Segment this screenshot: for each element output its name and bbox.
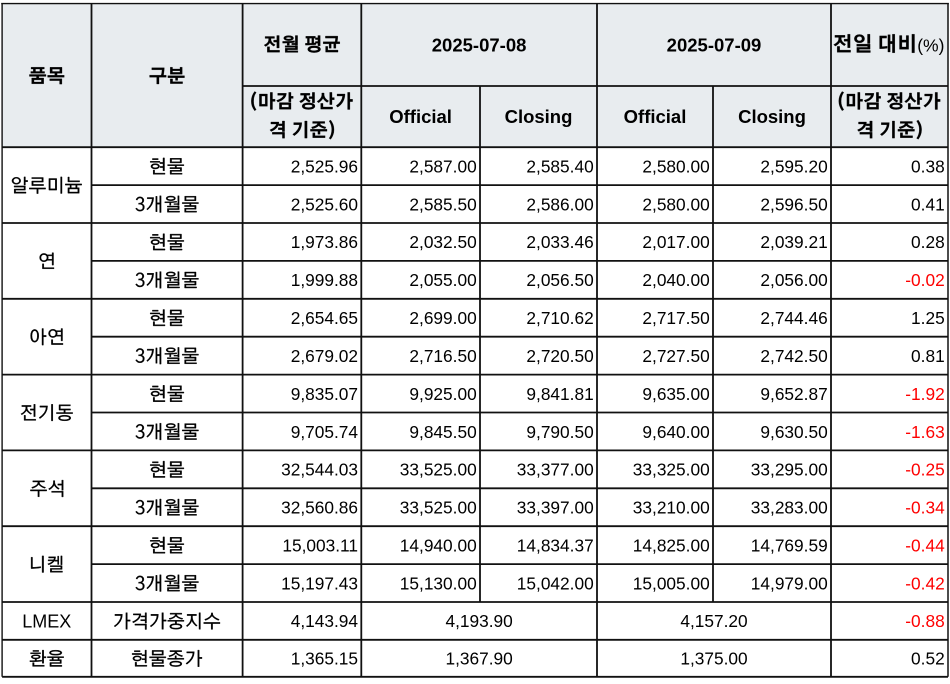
svg-text:2,587.00: 2,587.00 — [409, 156, 476, 176]
svg-text:9,925.00: 9,925.00 — [409, 384, 476, 404]
svg-text:2,039.21: 2,039.21 — [760, 232, 827, 252]
svg-text:33,295.00: 33,295.00 — [751, 460, 828, 480]
svg-text:15,197.43: 15,197.43 — [281, 573, 358, 593]
svg-text:-0.02: -0.02 — [905, 270, 944, 290]
svg-text:9,630.50: 9,630.50 — [760, 422, 827, 442]
svg-text:2,699.00: 2,699.00 — [409, 308, 476, 328]
svg-text:32,560.86: 32,560.86 — [281, 498, 358, 518]
svg-text:0.52: 0.52 — [911, 649, 945, 669]
svg-text:2,586.00: 2,586.00 — [526, 194, 593, 214]
svg-text:2,056.00: 2,056.00 — [760, 270, 827, 290]
svg-text:-1.63: -1.63 — [905, 422, 944, 442]
svg-text:14,825.00: 14,825.00 — [633, 535, 710, 555]
svg-text:2025-07-09: 2025-07-09 — [667, 35, 762, 56]
svg-text:Official: Official — [624, 106, 687, 127]
svg-text:32,544.03: 32,544.03 — [281, 460, 358, 480]
svg-text:-0.25: -0.25 — [905, 460, 944, 480]
svg-text:Closing: Closing — [738, 106, 806, 127]
svg-text:9,790.50: 9,790.50 — [526, 422, 593, 442]
svg-text:0.28: 0.28 — [911, 232, 945, 252]
svg-text:2,727.50: 2,727.50 — [642, 346, 709, 366]
svg-text:2,596.50: 2,596.50 — [760, 194, 827, 214]
svg-text:2,525.96: 2,525.96 — [291, 156, 358, 176]
svg-text:2,716.50: 2,716.50 — [409, 346, 476, 366]
svg-text:15,130.00: 15,130.00 — [400, 573, 477, 593]
svg-text:2025-07-08: 2025-07-08 — [432, 35, 527, 56]
svg-text:14,940.00: 14,940.00 — [400, 535, 477, 555]
svg-text:9,835.07: 9,835.07 — [291, 384, 358, 404]
svg-text:-0.44: -0.44 — [905, 535, 945, 555]
svg-text:33,377.00: 33,377.00 — [517, 460, 594, 480]
svg-text:9,845.50: 9,845.50 — [409, 422, 476, 442]
svg-text:2,055.00: 2,055.00 — [409, 270, 476, 290]
svg-text:33,525.00: 33,525.00 — [400, 498, 477, 518]
svg-text:2,033.46: 2,033.46 — [526, 232, 593, 252]
svg-text:9,635.00: 9,635.00 — [642, 384, 709, 404]
svg-text:Closing: Closing — [505, 106, 573, 127]
svg-text:-0.88: -0.88 — [905, 611, 944, 631]
svg-text:2,679.02: 2,679.02 — [291, 346, 358, 366]
svg-text:4,143.94: 4,143.94 — [291, 611, 359, 631]
svg-text:0.81: 0.81 — [911, 346, 945, 366]
svg-text:2,525.60: 2,525.60 — [291, 194, 358, 214]
svg-text:2,017.00: 2,017.00 — [642, 232, 709, 252]
svg-text:1,973.86: 1,973.86 — [291, 232, 358, 252]
svg-text:33,525.00: 33,525.00 — [400, 460, 477, 480]
svg-text:Official: Official — [389, 106, 452, 127]
svg-text:1,999.88: 1,999.88 — [291, 270, 358, 290]
svg-text:9,652.87: 9,652.87 — [760, 384, 827, 404]
svg-text:9,841.81: 9,841.81 — [526, 384, 593, 404]
svg-text:2,742.50: 2,742.50 — [760, 346, 827, 366]
svg-text:1,375.00: 1,375.00 — [680, 649, 747, 669]
svg-text:1.25: 1.25 — [911, 308, 945, 328]
svg-text:-0.34: -0.34 — [905, 498, 945, 518]
svg-text:15,003.11: 15,003.11 — [282, 535, 358, 555]
svg-text:2,710.62: 2,710.62 — [526, 308, 593, 328]
svg-text:2,720.50: 2,720.50 — [526, 346, 593, 366]
svg-text:2,595.20: 2,595.20 — [760, 156, 827, 176]
svg-text:14,769.59: 14,769.59 — [751, 535, 828, 555]
svg-text:-0.42: -0.42 — [905, 573, 944, 593]
svg-text:14,834.37: 14,834.37 — [517, 535, 594, 555]
svg-text:LMEX: LMEX — [22, 612, 71, 632]
svg-text:33,397.00: 33,397.00 — [517, 498, 594, 518]
svg-text:2,717.50: 2,717.50 — [642, 308, 709, 328]
svg-text:2,654.65: 2,654.65 — [291, 308, 358, 328]
svg-text:2,744.46: 2,744.46 — [760, 308, 827, 328]
svg-text:15,042.00: 15,042.00 — [517, 573, 594, 593]
svg-text:(%): (%) — [917, 35, 944, 55]
svg-text:33,325.00: 33,325.00 — [633, 460, 710, 480]
svg-text:2,040.00: 2,040.00 — [642, 270, 709, 290]
svg-text:2,585.40: 2,585.40 — [526, 156, 593, 176]
svg-text:2,056.50: 2,056.50 — [526, 270, 593, 290]
svg-text:4,193.90: 4,193.90 — [445, 611, 512, 631]
svg-text:-1.92: -1.92 — [905, 384, 944, 404]
svg-text:1,365.15: 1,365.15 — [291, 649, 358, 669]
svg-text:14,979.00: 14,979.00 — [751, 573, 828, 593]
svg-text:0.38: 0.38 — [911, 156, 945, 176]
svg-text:2,585.50: 2,585.50 — [409, 194, 476, 214]
svg-text:33,210.00: 33,210.00 — [633, 498, 710, 518]
svg-text:1,367.90: 1,367.90 — [445, 649, 512, 669]
svg-text:9,705.74: 9,705.74 — [291, 422, 359, 442]
svg-text:33,283.00: 33,283.00 — [751, 498, 828, 518]
svg-text:4,157.20: 4,157.20 — [680, 611, 747, 631]
svg-text:2,580.00: 2,580.00 — [642, 194, 709, 214]
svg-text:2,580.00: 2,580.00 — [642, 156, 709, 176]
svg-text:2,032.50: 2,032.50 — [409, 232, 476, 252]
svg-text:15,005.00: 15,005.00 — [633, 573, 710, 593]
svg-text:0.41: 0.41 — [911, 194, 945, 214]
svg-text:9,640.00: 9,640.00 — [642, 422, 709, 442]
